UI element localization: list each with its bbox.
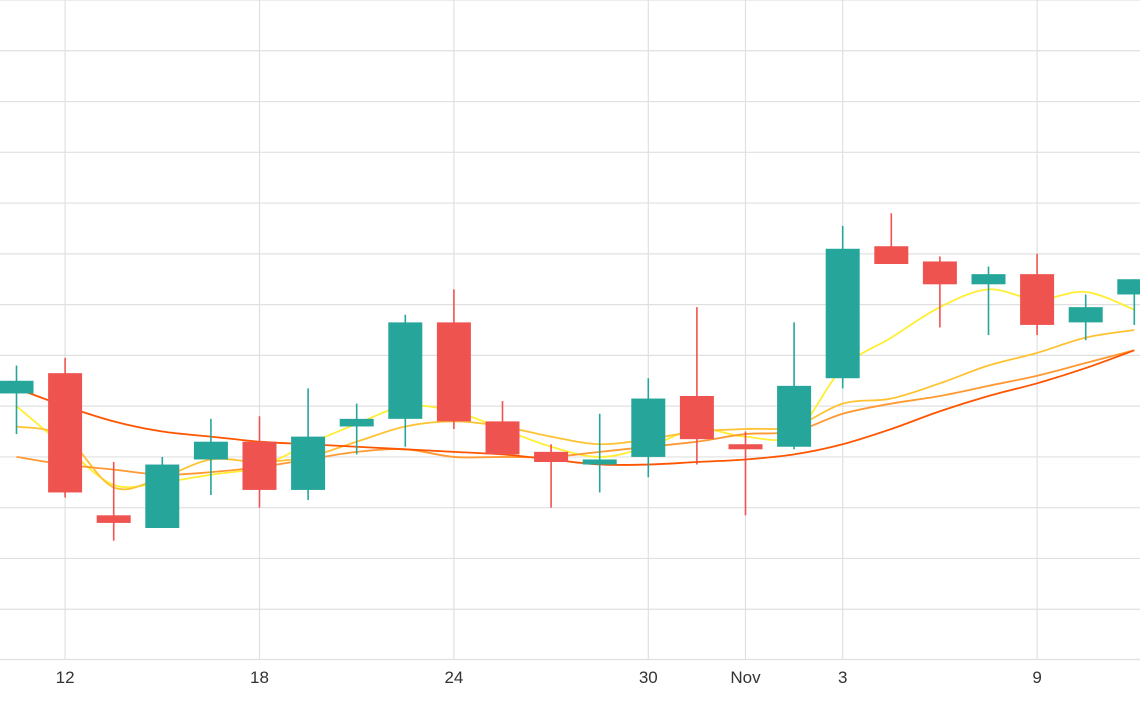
- candle-body-down: [874, 246, 909, 264]
- candle-body-up: [0, 380, 34, 394]
- candle-body-down: [1020, 274, 1055, 325]
- candle-body-down: [679, 396, 714, 440]
- x-tick-label: 30: [639, 668, 658, 687]
- candle-body-up: [339, 418, 374, 427]
- candle: [96, 462, 131, 541]
- x-tick-label: Nov: [730, 668, 761, 687]
- candle-body-up: [1068, 307, 1103, 323]
- x-tick-label: 3: [838, 668, 847, 687]
- candle-body-down: [96, 515, 131, 523]
- candle-body-down: [48, 373, 83, 493]
- candle-body-down: [436, 322, 471, 422]
- candle-body-up: [193, 441, 228, 460]
- candle: [0, 365, 34, 435]
- candle-body-up: [145, 464, 180, 528]
- candle: [436, 289, 471, 429]
- candle: [631, 378, 666, 478]
- candle: [1068, 294, 1103, 341]
- candle: [145, 456, 180, 528]
- grid-layer: [0, 0, 1140, 661]
- x-tick-label: 12: [56, 668, 75, 687]
- candle-body-down: [242, 441, 277, 490]
- candle: [971, 266, 1006, 336]
- candle: [777, 322, 812, 450]
- candle: [242, 416, 277, 508]
- candle: [874, 213, 909, 264]
- candle: [1020, 253, 1055, 336]
- candle-body-up: [631, 398, 666, 457]
- candle: [679, 307, 714, 465]
- x-axis-ticks: 12 18 24 30 Nov 3 9: [56, 668, 1042, 687]
- candle-body-up: [1117, 279, 1140, 295]
- moving-average-line-4: [16, 349, 1135, 466]
- candle: [291, 388, 326, 501]
- moving-average-line-3: [16, 349, 1135, 476]
- candle-body-up: [825, 248, 860, 379]
- candle-body-up: [291, 436, 326, 490]
- candle: [728, 431, 763, 516]
- candle-body-down: [728, 444, 763, 450]
- candle: [339, 403, 374, 455]
- candle-body-up: [388, 322, 423, 419]
- candle: [825, 225, 860, 389]
- candle: [388, 314, 423, 447]
- moving-average-layer: [15, 288, 1135, 491]
- moving-average-line-1: [15, 288, 1135, 489]
- moving-average-line-2: [16, 329, 1135, 491]
- candle: [485, 401, 520, 455]
- candle: [48, 357, 83, 498]
- candle: [922, 256, 957, 328]
- x-tick-label: 24: [444, 668, 463, 687]
- candle: [582, 413, 617, 493]
- candle-body-up: [971, 274, 1006, 285]
- candle-body-up: [777, 385, 812, 447]
- candle: [534, 444, 569, 508]
- candle-body-down: [485, 421, 520, 455]
- candle: [193, 418, 228, 495]
- candle-body-up: [582, 459, 617, 465]
- x-tick-label: 9: [1032, 668, 1041, 687]
- x-tick-label: 18: [250, 668, 269, 687]
- candle: [1117, 279, 1140, 325]
- candle-layer: [0, 213, 1140, 541]
- candle-body-down: [922, 261, 957, 285]
- candle-body-down: [534, 451, 569, 462]
